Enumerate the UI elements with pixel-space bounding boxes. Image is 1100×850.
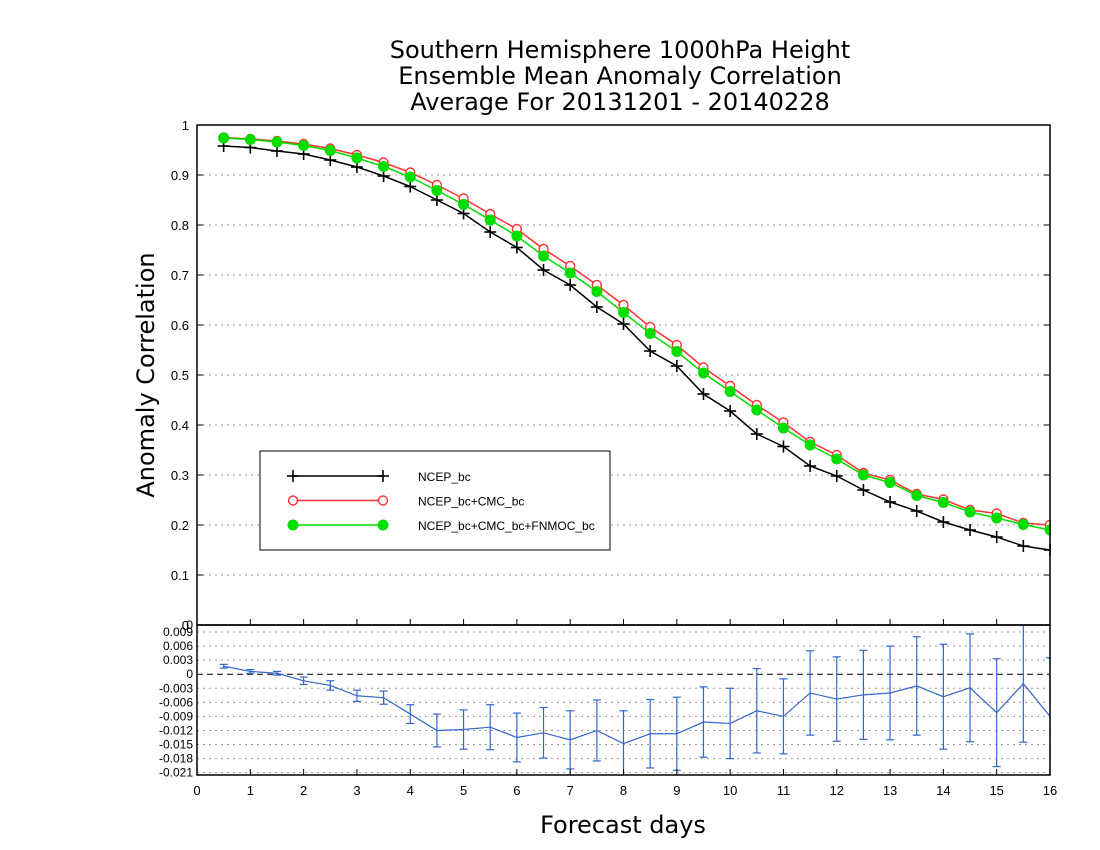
y-tick-label: 0.7 xyxy=(171,268,189,283)
data-point xyxy=(777,422,789,434)
y-tick-label: 0 xyxy=(182,618,189,633)
title-line-1: Southern Hemisphere 1000hPa Height xyxy=(390,36,850,64)
data-point xyxy=(724,386,736,397)
chart-title: Southern Hemisphere 1000hPa Height Ensem… xyxy=(390,36,850,116)
y-tick-label: 0.5 xyxy=(171,368,189,383)
difference-series xyxy=(219,625,1051,775)
series-layer xyxy=(217,132,1051,556)
x-tick-label: 2 xyxy=(300,783,307,798)
data-point xyxy=(1017,519,1029,530)
y-tick-label: -0.006 xyxy=(159,695,193,709)
y-tick-label: 0 xyxy=(186,618,193,632)
y-tick-label: -0.009 xyxy=(159,709,193,723)
x-tick-label: 15 xyxy=(989,783,1003,798)
y-tick-label: -0.021 xyxy=(159,766,193,780)
x-tick-label: 14 xyxy=(936,783,950,798)
data-point xyxy=(538,250,550,262)
x-tick-label: 9 xyxy=(673,783,680,798)
legend-marker xyxy=(287,495,299,506)
x-tick-label: 8 xyxy=(620,783,627,798)
data-point xyxy=(564,267,576,279)
y-tick-label: 0.006 xyxy=(163,639,193,653)
data-point xyxy=(271,136,283,148)
data-point xyxy=(484,214,496,226)
y-tick-label: 0 xyxy=(186,667,193,681)
data-point xyxy=(991,512,1003,524)
x-tick-label: 11 xyxy=(777,783,791,798)
data-point xyxy=(831,453,843,465)
data-point xyxy=(511,230,523,242)
data-point xyxy=(404,171,416,183)
data-point xyxy=(324,145,336,156)
data-point xyxy=(804,439,816,451)
legend-marker xyxy=(287,519,299,531)
data-point xyxy=(431,185,443,196)
data-point xyxy=(671,346,683,357)
legend-label: NCEP_bc+CMC_bc+FNMOC_bc xyxy=(418,519,595,533)
y-axis-label: Anomaly Correlation xyxy=(132,252,160,497)
data-point xyxy=(964,506,976,518)
top-y-tick-labels: 0 0.1 0.2 0.3 0.4 0.5 0.6 0.7 0.8 0.9 1 xyxy=(171,118,189,633)
data-point xyxy=(884,477,896,488)
data-point xyxy=(218,132,230,144)
title-line-3: Average For 20131201 - 20140228 xyxy=(410,88,830,116)
x-tick-marks xyxy=(196,619,1051,775)
bottom-y-tick-labels: 00.0090.0060.0030-0.003-0.006-0.009-0.01… xyxy=(159,618,193,780)
y-tick-label: 0.009 xyxy=(163,625,193,639)
title-line-2: Ensemble Mean Anomaly Correlation xyxy=(398,62,842,90)
x-tick-label: 7 xyxy=(567,783,574,798)
y-tick-label: 0.6 xyxy=(171,318,189,333)
data-point xyxy=(751,404,763,416)
data-point xyxy=(591,286,603,297)
y-tick-label: -0.003 xyxy=(159,681,193,695)
series-NCEP_bc+CMC_bc+FNMOC_bc xyxy=(218,132,1051,536)
data-point xyxy=(458,199,470,210)
legend-marker xyxy=(377,495,389,506)
x-tick-label: 10 xyxy=(723,783,737,798)
difference-line xyxy=(223,665,1051,745)
x-tick-label: 12 xyxy=(830,783,844,798)
data-point xyxy=(911,490,923,501)
legend: NCEP_bc NCEP_bc+CMC_bc NCEP_bc+CMC_bc+FNMO… xyxy=(259,450,611,551)
data-point xyxy=(378,161,390,172)
y-tick-label: 0.3 xyxy=(171,468,189,483)
legend-label: NCEP_bc+CMC_bc xyxy=(418,495,524,509)
data-point xyxy=(244,134,256,145)
x-tick-label: 0 xyxy=(193,783,200,798)
x-tick-label: 16 xyxy=(1043,783,1057,798)
data-point xyxy=(857,469,869,481)
y-tick-label: -0.015 xyxy=(159,738,193,752)
data-point xyxy=(618,307,629,318)
y-tick-label: 0.8 xyxy=(171,218,189,233)
x-tick-labels: 0 1 2 3 4 5 6 7 8 9 10 11 12 13 14 15 16 xyxy=(193,783,1057,798)
y-tick-label: 0.4 xyxy=(171,418,189,433)
data-point xyxy=(937,497,949,508)
y-tick-label: 0.1 xyxy=(171,568,189,583)
y-tick-label: 0.003 xyxy=(163,653,193,667)
x-tick-label: 3 xyxy=(353,783,360,798)
y-tick-label: -0.018 xyxy=(159,752,193,766)
legend-marker xyxy=(377,519,389,531)
x-axis-label: Forecast days xyxy=(540,811,706,839)
x-tick-label: 4 xyxy=(407,783,414,798)
data-point xyxy=(351,152,363,164)
series-line xyxy=(223,145,1051,551)
x-tick-label: 13 xyxy=(883,783,897,798)
y-tick-label: 1 xyxy=(182,118,189,133)
data-point xyxy=(298,140,310,151)
data-point xyxy=(697,367,709,379)
y-tick-label: 0.2 xyxy=(171,518,189,533)
x-tick-label: 1 xyxy=(247,783,254,798)
x-tick-label: 6 xyxy=(513,783,520,798)
x-tick-label: 5 xyxy=(460,783,467,798)
y-tick-label: -0.012 xyxy=(159,723,193,737)
y-tick-label: 0.9 xyxy=(171,168,189,183)
legend-label: NCEP_bc xyxy=(418,470,471,484)
data-point xyxy=(644,328,656,339)
